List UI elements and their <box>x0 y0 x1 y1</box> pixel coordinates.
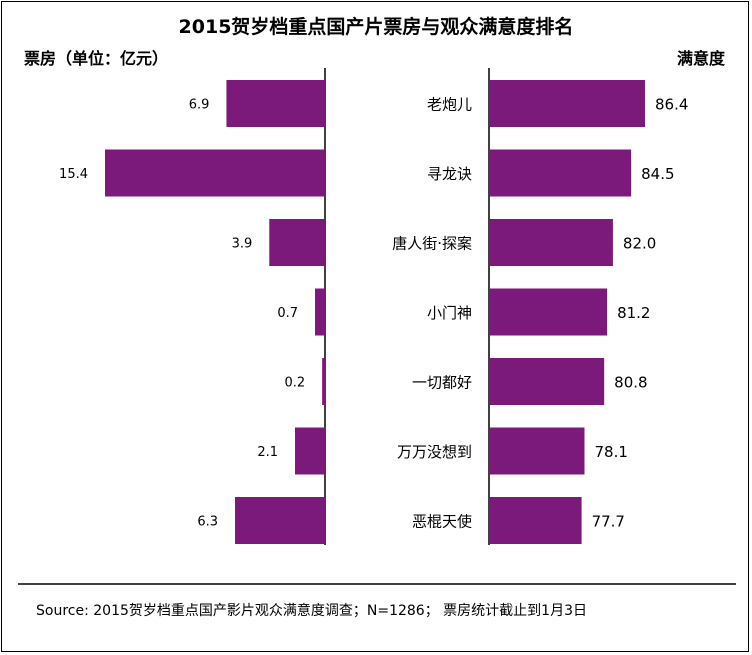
satisfaction-bar <box>489 358 605 405</box>
movie-title-label: 一切都好 <box>412 374 472 392</box>
satisfaction-bar <box>489 149 632 197</box>
satisfaction-bar <box>489 288 608 336</box>
movie-title-label: 万万没想到 <box>397 443 472 461</box>
box-office-bar <box>226 80 325 127</box>
box-office-bar <box>269 219 325 266</box>
source-note: Source: 2015贺岁档重点国产影片观众满意度调查；N=1286； 票房统… <box>36 603 587 619</box>
box-office-bar <box>322 358 325 405</box>
box-office-value-label: 0.7 <box>277 306 298 321</box>
box-office-bar <box>105 149 325 197</box>
box-office-bar <box>315 288 325 336</box>
box-office-value-label: 6.9 <box>189 98 210 113</box>
box-office-value-label: 15.4 <box>59 167 88 182</box>
box-office-value-label: 3.9 <box>232 237 253 252</box>
box-office-bar <box>235 497 325 544</box>
left-axis-label: 票房（单位：亿元） <box>24 49 168 68</box>
satisfaction-bar <box>489 80 645 127</box>
movie-title-label: 恶棍天使 <box>412 513 472 531</box>
box-office-bar <box>295 427 325 475</box>
satisfaction-bar <box>489 497 582 544</box>
movie-title-label: 老炮儿 <box>427 96 472 114</box>
chart-title: 2015贺岁档重点国产片票房与观众满意度排名 <box>179 15 574 38</box>
box-office-value-label: 0.2 <box>284 376 305 391</box>
movie-title-label: 寻龙诀 <box>427 165 472 183</box>
satisfaction-value-label: 82.0 <box>623 235 656 253</box>
satisfaction-value-label: 80.8 <box>614 374 647 392</box>
satisfaction-value-label: 84.5 <box>641 165 674 183</box>
satisfaction-bar <box>489 219 613 266</box>
movie-title-label: 唐人街·探案 <box>392 235 472 253</box>
satisfaction-bar <box>489 427 585 475</box>
satisfaction-value-label: 78.1 <box>594 443 627 461</box>
box-office-value-label: 6.3 <box>197 515 218 530</box>
movie-title-label: 小门神 <box>427 304 472 322</box>
satisfaction-value-label: 81.2 <box>617 304 650 322</box>
right-axis-label: 满意度 <box>677 49 726 68</box>
satisfaction-value-label: 86.4 <box>655 96 688 114</box>
box-office-value-label: 2.1 <box>257 445 278 460</box>
satisfaction-value-label: 77.7 <box>592 513 625 531</box>
